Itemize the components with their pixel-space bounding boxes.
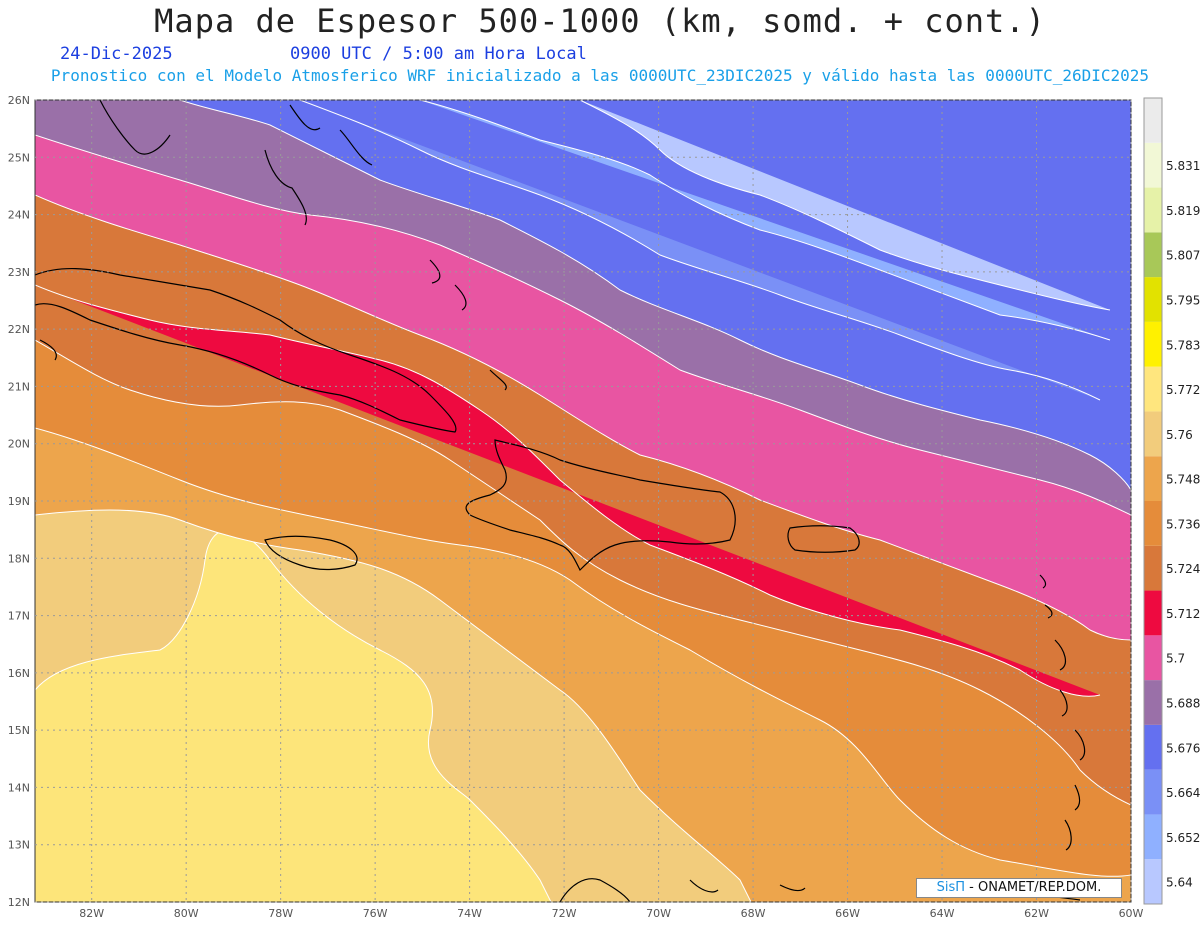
lat-label: 21N	[8, 380, 30, 393]
colorbar-swatch	[1144, 366, 1162, 412]
colorbar-swatch	[1144, 859, 1162, 904]
colorbar-swatch	[1144, 232, 1162, 278]
lon-label: 76W	[363, 907, 388, 920]
lat-label: 24N	[8, 209, 30, 222]
colorbar-label: 5.736	[1166, 517, 1200, 531]
lon-label: 64W	[930, 907, 955, 920]
latitude-labels: 26N 25N 24N 23N 22N 21N 20N 19N 18N 17N 16N 15N 14N 1…	[8, 94, 30, 909]
coastlines	[35, 100, 1086, 902]
longitude-labels: 82W 80W 78W 76W 74W 72W 70W 68W 66W 64W 62W 60W	[79, 907, 1143, 920]
colorbar-swatch	[1144, 98, 1162, 143]
colorbar-swatch	[1144, 814, 1162, 860]
band-5-712	[35, 284, 1101, 697]
colorbar-swatch	[1144, 769, 1162, 815]
colorbar-swatch	[1144, 277, 1162, 322]
lon-label: 72W	[552, 907, 577, 920]
lat-label: 26N	[8, 94, 30, 107]
lon-label: 60W	[1119, 907, 1144, 920]
forecast-subtitle: Pronostico con el Modelo Atmosferico WRF…	[50, 66, 1150, 85]
colorbar-label: 5.676	[1166, 741, 1200, 755]
colorbar-swatch	[1144, 680, 1162, 725]
colorbar-swatch	[1144, 724, 1162, 770]
lat-label: 22N	[8, 323, 30, 336]
colorbar-swatch	[1144, 411, 1162, 457]
colorbar-swatch	[1144, 456, 1162, 501]
colorbar-label: 5.724	[1166, 562, 1200, 576]
lon-label: 74W	[457, 907, 482, 920]
colorbar-label: 5.772	[1166, 383, 1200, 397]
lat-label: 20N	[8, 438, 30, 451]
lat-label: 16N	[8, 667, 30, 680]
lat-label: 12N	[8, 896, 30, 909]
colorbar-label: 5.783	[1166, 338, 1200, 352]
lon-label: 80W	[174, 907, 199, 920]
thickness-bands	[35, 100, 1131, 902]
colorbar-label: 5.795	[1166, 294, 1200, 308]
lat-label: 25N	[8, 151, 30, 164]
lon-label: 62W	[1024, 907, 1049, 920]
band-5-652	[419, 100, 1111, 341]
colorbar-swatch	[1144, 590, 1162, 636]
credit-box: SisΠ - ONAMET/REP.DOM.	[916, 878, 1122, 898]
lon-label: 78W	[268, 907, 293, 920]
band-5-64	[579, 100, 1111, 311]
credit-brand: SisΠ	[936, 880, 966, 895]
colorbar-swatch	[1144, 142, 1162, 188]
band-5-664	[299, 100, 1101, 401]
colorbar-swatch	[1144, 187, 1162, 233]
credit-text: - ONAMET/REP.DOM.	[969, 880, 1102, 895]
colorbar-label: 5.76	[1166, 428, 1193, 442]
graticule	[35, 99, 1132, 903]
forecast-date: 24-Dic-2025	[60, 44, 173, 64]
lat-label: 23N	[8, 266, 30, 279]
lat-label: 13N	[8, 839, 30, 852]
colorbar-label: 5.831	[1166, 159, 1200, 173]
colorbar: 5.64 5.652 5.664 5.676 5.688 5.7 5.712 5.724 5.7…	[1143, 97, 1200, 905]
colorbar-swatch	[1144, 635, 1162, 681]
lon-label: 66W	[835, 907, 860, 920]
lon-label: 70W	[646, 907, 671, 920]
colorbar-label: 5.688	[1166, 697, 1200, 711]
colorbar-label: 5.712	[1166, 607, 1200, 621]
lon-label: 82W	[79, 907, 104, 920]
colorbar-label: 5.64	[1166, 876, 1193, 890]
lon-label: 68W	[741, 907, 766, 920]
colorbar-frame	[1143, 97, 1163, 905]
colorbar-label: 5.819	[1166, 204, 1200, 218]
colorbar-label: 5.807	[1166, 249, 1200, 263]
lat-label: 14N	[8, 781, 30, 794]
colorbar-label: 5.664	[1166, 786, 1200, 800]
map-title: Mapa de Espesor 500-1000 (km, somd. + co…	[154, 2, 1046, 40]
lat-label: 19N	[8, 495, 30, 508]
lat-label: 15N	[8, 724, 30, 737]
colorbar-label: 5.7	[1166, 652, 1185, 666]
lat-label: 18N	[8, 552, 30, 565]
colorbar-label: 5.748	[1166, 473, 1200, 487]
forecast-time: 0900 UTC / 5:00 am Hora Local	[290, 44, 587, 64]
colorbar-label: 5.652	[1166, 831, 1200, 845]
colorbar-swatch	[1144, 501, 1162, 546]
colorbar-swatch	[1144, 545, 1162, 591]
lat-label: 17N	[8, 610, 30, 623]
colorbar-swatch	[1144, 321, 1162, 367]
